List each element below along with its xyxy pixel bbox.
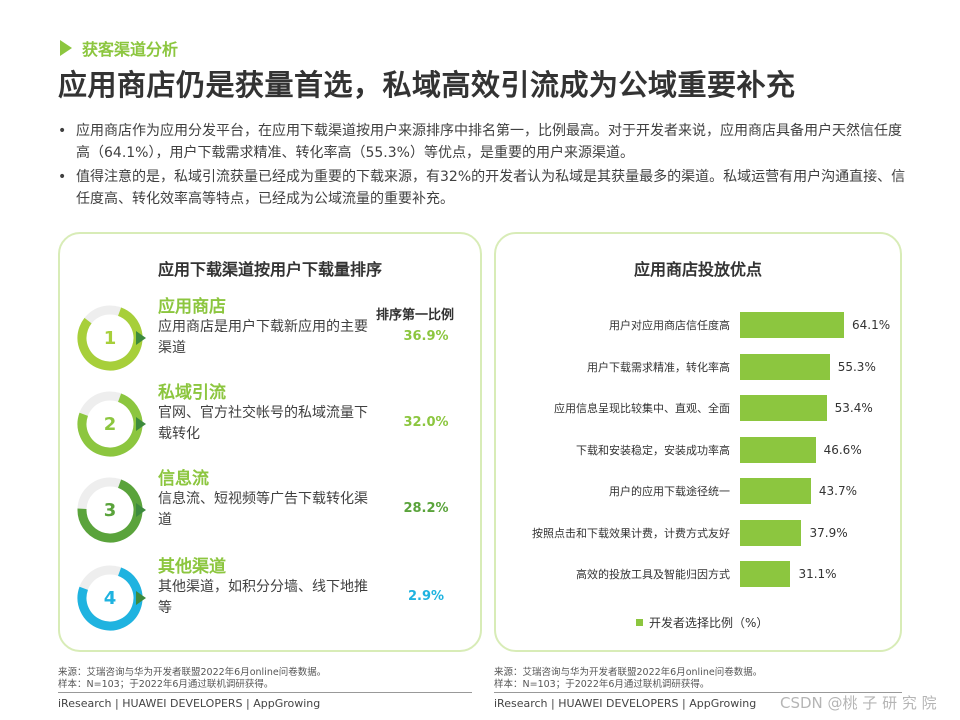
channel-ranking-panel: 应用下载渠道按用户下载量排序 排序第一比例 1 应用商店 应用商店是用户下载新应用的… <box>58 232 482 652</box>
footer-divider <box>58 692 472 693</box>
bullet-dot-icon: • <box>58 123 67 139</box>
bar-row: 用户下载需求精准，转化率高 55.3% <box>496 353 900 380</box>
advantages-panel-title: 应用商店投放优点 <box>633 260 762 279</box>
channel-name: 其他渠道 <box>158 557 226 577</box>
bar-row: 应用信息呈现比较集中、直观、全面 53.4% <box>496 395 900 421</box>
footer-divider <box>494 692 902 693</box>
bar-value-label: 43.7% <box>818 484 858 498</box>
channel-percentage: 32.0% <box>403 415 449 430</box>
store-advantages-panel: 应用商店投放优点 用户对应用商店信任度高 64.1% 用户下载需求精准，转化率高 55… <box>494 232 902 652</box>
bullet-dot-icon: • <box>58 169 67 185</box>
bar-category-label: 下载和安装稳定，安装成功率高 <box>576 443 730 457</box>
bar <box>740 561 791 587</box>
channel-rank-number: 1 <box>103 327 117 349</box>
play-triangle-icon <box>60 40 72 56</box>
channel-item: 1 应用商店 应用商店是用户下载新应用的主要渠道 36.9% <box>76 297 476 384</box>
bar-value-label: 55.3% <box>837 359 876 374</box>
bar <box>740 395 827 421</box>
channel-rank-number: 4 <box>103 587 117 609</box>
channel-item: 3 信息流 信息流、短视频等广告下载转化渠道 28.2% <box>76 469 476 556</box>
channel-panel-title: 应用下载渠道按用户下载量排序 <box>157 260 382 279</box>
channel-percentage: 2.9% <box>407 589 445 604</box>
channel-name: 私域引流 <box>158 383 226 403</box>
arrow-right-icon <box>136 503 146 517</box>
bar-row: 高效的投放工具及智能归因方式 31.1% <box>496 561 900 587</box>
channel-description: 其他渠道，如积分分墙、线下地推等 <box>158 579 368 616</box>
channel-rank-number: 3 <box>103 499 117 521</box>
bullet-item: • 值得注意的是，私域引流获量已经成为重要的下载来源，有32%的开发者认为私域是… <box>58 166 908 210</box>
footnote-right: 来源：艾瑞咨询与华为开发者联盟2022年6月online问卷数据。 样本：N=1… <box>494 667 762 691</box>
bar-category-label: 用户下载需求精准，转化率高 <box>587 360 730 374</box>
sample-note: 样本：N=103；于2022年6月通过联机调研获得。 <box>58 679 274 690</box>
bullet-text: 值得注意的是，私域引流获量已经成为重要的下载来源，有32%的开发者认为私域是其获… <box>76 169 906 207</box>
bar-row: 用户的应用下载途径统一 43.7% <box>496 478 900 504</box>
watermark: CSDN @桃 子 研 究 院 <box>780 694 937 712</box>
footnote-left: 来源：艾瑞咨询与华为开发者联盟2022年6月online问卷数据。 样本：N=1… <box>58 667 326 691</box>
channel-name: 应用商店 <box>158 297 226 317</box>
bullet-text: 应用商店作为应用分发平台，在应用下载渠道按用户来源排序中排名第一，比例最高。对于… <box>76 123 902 161</box>
brand-line: iResearch | HUAWEI DEVELOPERS | AppGrowi… <box>494 697 757 710</box>
bar-category-label: 高效的投放工具及智能归因方式 <box>576 568 730 581</box>
bar <box>740 436 816 463</box>
bar-row: 按照点击和下载效果计费，计费方式友好 37.9% <box>496 519 900 546</box>
bar-row: 下载和安装稳定，安装成功率高 46.6% <box>496 436 900 463</box>
channel-item: 2 私域引流 官网、官方社交帐号的私域流量下载转化 32.0% <box>76 383 476 470</box>
bullet-list: • 应用商店作为应用分发平台，在应用下载渠道按用户来源排序中排名第一，比例最高。… <box>58 120 908 212</box>
bar-value-label: 31.1% <box>798 567 837 581</box>
bar-row: 用户对应用商店信任度高 64.1% <box>496 312 900 338</box>
bar-category-label: 按照点击和下载效果计费，计费方式友好 <box>532 526 730 540</box>
bar-category-label: 用户对应用商店信任度高 <box>609 319 730 332</box>
page-title: 应用商店仍是获量首选，私域高效引流成为公域重要补充 <box>58 68 796 102</box>
channel-percentage: 28.2% <box>403 501 449 516</box>
section-tag: 获客渠道分析 <box>60 36 178 60</box>
channel-item: 4 其他渠道 其他渠道，如积分分墙、线下地推等 2.9% <box>76 557 476 644</box>
channel-rank-number: 2 <box>103 413 117 435</box>
bar <box>740 478 811 504</box>
bar-value-label: 53.4% <box>834 401 873 415</box>
sample-note: 样本：N=103；于2022年6月通过联机调研获得。 <box>494 679 710 690</box>
arrow-right-icon <box>136 591 146 605</box>
bar-value-label: 64.1% <box>852 318 891 332</box>
channel-description: 官网、官方社交帐号的私域流量下载转化 <box>158 405 368 442</box>
bar-value-label: 46.6% <box>823 442 862 457</box>
channel-percentage: 36.9% <box>403 329 449 344</box>
bar <box>740 312 844 338</box>
legend-label: 开发者选择比例（%） <box>649 616 769 630</box>
bar-category-label: 应用信息呈现比较集中、直观、全面 <box>554 402 730 415</box>
channel-name: 信息流 <box>158 469 209 489</box>
section-tag-label: 获客渠道分析 <box>82 40 179 59</box>
bar-category-label: 用户的应用下载途径统一 <box>609 485 730 498</box>
arrow-right-icon <box>136 331 146 345</box>
brand-line: iResearch | HUAWEI DEVELOPERS | AppGrowi… <box>58 697 321 710</box>
bar <box>740 519 802 546</box>
bar-value-label: 37.9% <box>809 525 848 540</box>
bullet-item: • 应用商店作为应用分发平台，在应用下载渠道按用户来源排序中排名第一，比例最高。… <box>58 120 908 164</box>
rank-header: 排序第一比例 <box>376 308 455 323</box>
bar <box>740 353 830 380</box>
source-note: 来源：艾瑞咨询与华为开发者联盟2022年6月online问卷数据。 <box>58 667 327 678</box>
channel-description: 应用商店是用户下载新应用的主要渠道 <box>158 319 368 356</box>
source-note: 来源：艾瑞咨询与华为开发者联盟2022年6月online问卷数据。 <box>494 667 763 678</box>
chart-legend: 开发者选择比例（%） <box>636 614 768 631</box>
arrow-right-icon <box>136 417 146 431</box>
legend-swatch <box>636 619 643 626</box>
channel-description: 信息流、短视频等广告下载转化渠道 <box>158 491 368 528</box>
